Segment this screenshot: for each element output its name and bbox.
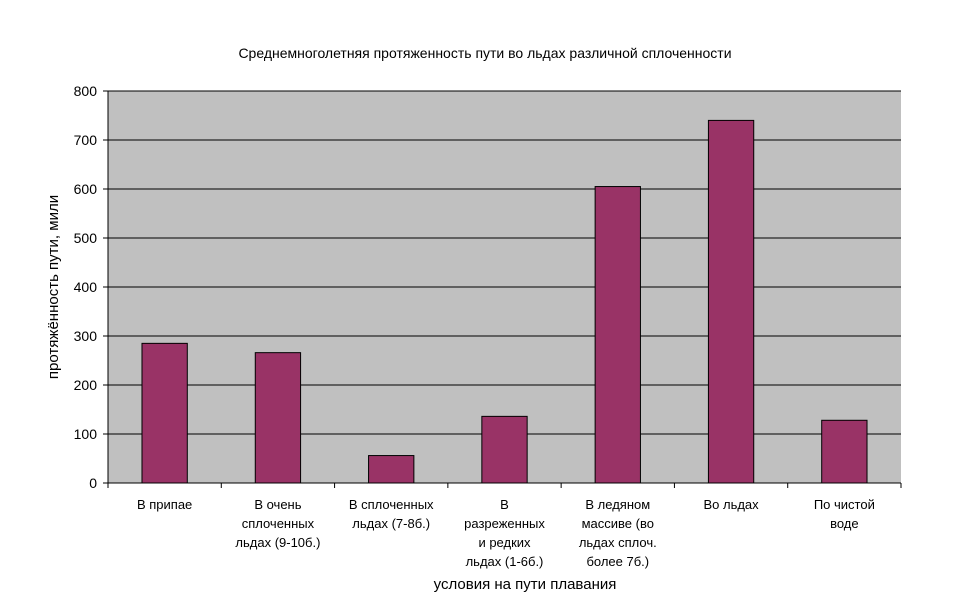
- x-tick-label: В сплоченных льдах (7-8б.): [348, 497, 434, 531]
- x-tick-label: В ледяном массиве (во льдах сплоч. более…: [578, 497, 657, 569]
- bar: [821, 419, 868, 484]
- y-tick-label: 0: [89, 475, 97, 491]
- y-tick-label: 400: [74, 279, 98, 295]
- chart-title: Среднемноголетняя протяженность пути во …: [238, 45, 731, 61]
- y-axis-label: протяжённость пути, мили: [45, 195, 62, 379]
- y-tick-labels: 0 100 200 300 400 500 600 700 800: [74, 83, 98, 491]
- bar: [594, 186, 641, 484]
- x-axis-label: условия на пути плавания: [434, 576, 617, 593]
- y-tick-label: 300: [74, 328, 98, 344]
- y-tick-label: 200: [74, 377, 98, 393]
- x-tick-label: В припае: [136, 497, 193, 512]
- bar: [481, 415, 528, 484]
- y-tick-label: 600: [74, 181, 98, 197]
- x-tick-label: Во льдах: [703, 497, 759, 512]
- y-tick-label: 100: [74, 426, 98, 442]
- axes: [103, 90, 902, 488]
- y-tick-label: 800: [74, 83, 98, 99]
- bars: [141, 119, 868, 484]
- bar: [707, 119, 755, 484]
- y-tick-label: 500: [74, 230, 98, 246]
- x-tick-label: По чистой воде: [813, 497, 875, 531]
- bar: [141, 342, 188, 484]
- x-tick-label: В разреженных и редких льдах (1-6б.): [464, 497, 545, 569]
- x-tick-label: В очень сплоченных льдах (9-10б.): [235, 497, 321, 550]
- bar: [254, 352, 302, 484]
- bar: [368, 455, 415, 484]
- y-tick-label: 700: [74, 132, 98, 148]
